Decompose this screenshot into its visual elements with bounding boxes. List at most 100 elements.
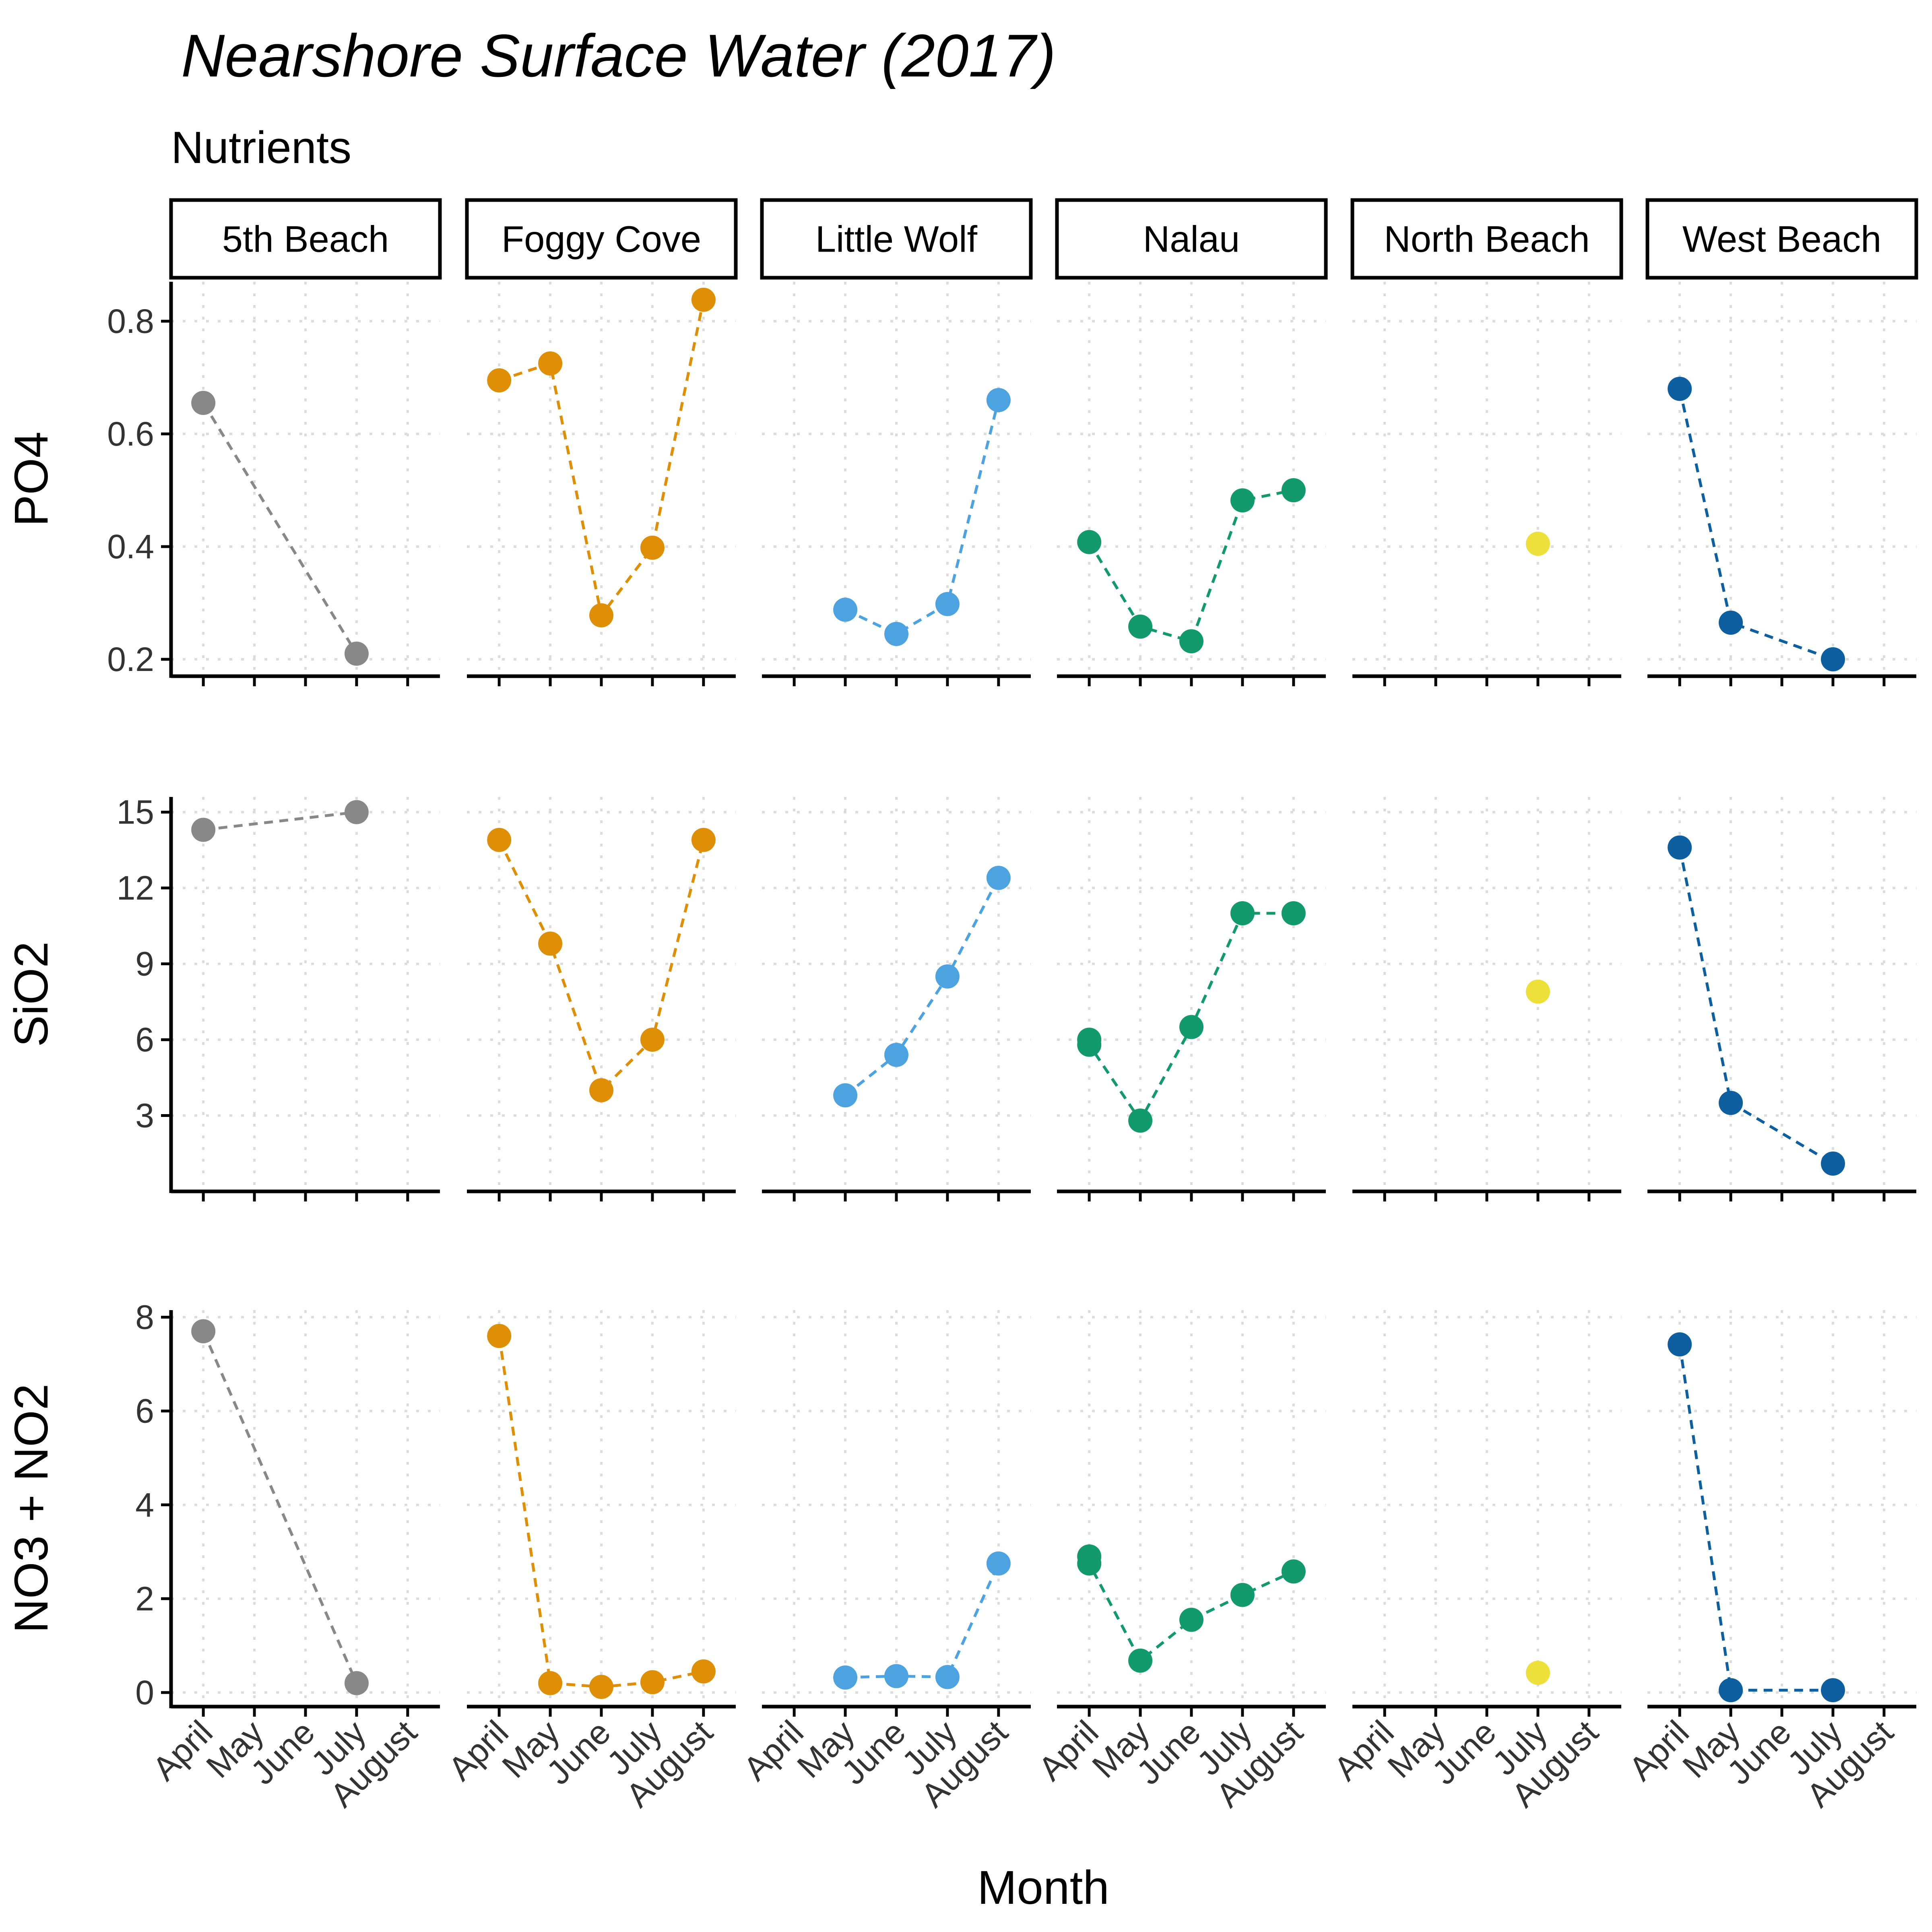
- data-point: [1230, 488, 1255, 513]
- x-axis-title: Month: [977, 1861, 1109, 1914]
- facet-strip: 5th Beach: [169, 198, 442, 280]
- facet-panel: [1647, 282, 1916, 686]
- strip-label: West Beach: [1682, 219, 1881, 260]
- strip-label: Foggy Cove: [502, 219, 701, 260]
- strip-label: Nalau: [1143, 219, 1240, 260]
- data-point: [589, 603, 613, 627]
- y-tick-label: 2: [135, 1580, 154, 1618]
- data-point: [1821, 1678, 1845, 1703]
- data-point: [1821, 647, 1845, 671]
- data-point: [1525, 532, 1550, 556]
- data-point: [1719, 1091, 1743, 1115]
- data-point: [935, 1665, 960, 1689]
- data-point: [1719, 611, 1743, 635]
- data-point: [191, 817, 216, 842]
- data-point: [1230, 901, 1255, 925]
- data-point: [487, 368, 512, 392]
- data-point: [1077, 1551, 1102, 1576]
- series-line: [497, 1335, 704, 1688]
- data-point: [1281, 478, 1306, 502]
- data-point: [1525, 1661, 1550, 1685]
- data-point: [538, 351, 563, 376]
- y-tick-label: 0.2: [107, 640, 154, 678]
- facet-panel: [762, 797, 1031, 1201]
- data-point: [589, 1078, 613, 1102]
- strip-box: [1645, 198, 1918, 280]
- y-tick-label: 3: [135, 1097, 154, 1135]
- data-point: [986, 388, 1011, 412]
- data-point: [1077, 530, 1102, 554]
- y-tick-label: 6: [135, 1021, 154, 1059]
- data-point: [344, 642, 369, 666]
- y-axis-title: PO4: [5, 431, 58, 526]
- data-point: [986, 1551, 1011, 1576]
- data-point: [191, 1319, 216, 1344]
- data-point: [1719, 1678, 1743, 1703]
- y-tick-label: 6: [135, 1392, 154, 1430]
- facet-panel: [1647, 797, 1916, 1201]
- facet-strip: Little Wolf: [760, 198, 1033, 280]
- data-point: [833, 597, 858, 622]
- y-axis-title: NO3 + NO2: [5, 1384, 58, 1633]
- data-point: [1668, 1332, 1692, 1357]
- data-point: [589, 1675, 613, 1699]
- data-point: [640, 535, 665, 560]
- facet-panel: [169, 797, 440, 1201]
- facet-panel: [467, 282, 736, 686]
- data-point: [1230, 1583, 1255, 1607]
- facet-strip: Nalau: [1055, 198, 1328, 280]
- series-line: [1088, 489, 1294, 643]
- strip-label: North Beach: [1384, 219, 1589, 260]
- data-point: [1128, 1108, 1153, 1133]
- data-point: [1128, 1648, 1153, 1673]
- strip-box: [465, 198, 738, 280]
- data-point: [935, 592, 960, 616]
- data-point: [487, 1324, 512, 1348]
- facet-strip: North Beach: [1350, 198, 1623, 280]
- series-line: [202, 1331, 358, 1684]
- series-line: [844, 400, 1000, 636]
- plot-area: 5th Beach Foggy Cove Little Wolf Nalau North…: [5, 198, 1918, 1814]
- facet-row: SiO2 3 6 9 12 15: [5, 793, 1916, 1201]
- facet-panel: [467, 797, 736, 1201]
- data-point: [986, 866, 1011, 890]
- series-line: [1678, 847, 1834, 1165]
- data-point: [1179, 629, 1203, 654]
- strip-box: [1055, 198, 1328, 280]
- data-point: [1281, 1559, 1306, 1584]
- data-point: [1668, 835, 1692, 860]
- data-point: [935, 964, 960, 989]
- data-point: [1525, 979, 1550, 1004]
- facet-panel: [762, 282, 1031, 686]
- facet-panel: [1352, 797, 1621, 1201]
- series-line: [844, 877, 1000, 1097]
- series-line: [845, 1563, 1000, 1679]
- data-point: [538, 931, 563, 956]
- data-point: [1179, 1608, 1203, 1632]
- data-point: [884, 622, 908, 646]
- strip-box: [760, 198, 1033, 280]
- data-point: [691, 1659, 716, 1684]
- y-axis-title: SiO2: [5, 941, 58, 1047]
- strip-box: [169, 198, 442, 280]
- y-tick-label: 8: [135, 1298, 154, 1336]
- y-tick-label: 12: [117, 869, 154, 907]
- data-point: [691, 287, 716, 312]
- data-point: [1179, 1015, 1203, 1039]
- strip-label: Little Wolf: [815, 219, 978, 260]
- series-line: [203, 811, 357, 832]
- y-tick-label: 15: [117, 793, 154, 831]
- facet-row: PO4 0.2 0.4 0.6 0.8: [5, 282, 1916, 686]
- data-point: [640, 1670, 665, 1695]
- data-point: [344, 1671, 369, 1695]
- data-point: [1281, 901, 1306, 925]
- facet-panel: [1057, 282, 1326, 686]
- data-point: [691, 828, 716, 852]
- series-line: [202, 402, 358, 654]
- data-point: [1668, 377, 1692, 401]
